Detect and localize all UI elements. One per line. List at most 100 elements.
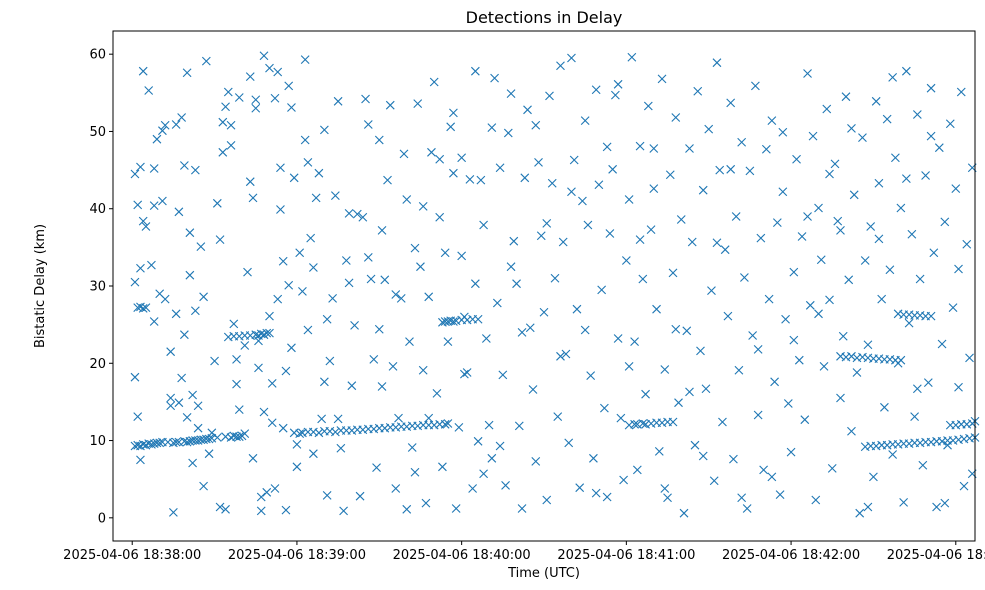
data-point xyxy=(613,334,623,343)
data-point xyxy=(174,207,184,217)
data-point xyxy=(712,238,722,248)
data-point xyxy=(495,441,505,451)
data-point xyxy=(292,440,302,449)
data-point xyxy=(413,99,423,109)
data-point xyxy=(674,398,683,408)
data-point xyxy=(243,267,252,277)
data-point xyxy=(852,368,862,377)
data-point xyxy=(783,399,793,408)
data-point xyxy=(314,428,324,438)
data-point xyxy=(309,449,318,459)
data-point xyxy=(693,86,703,96)
data-point xyxy=(136,263,145,273)
data-point xyxy=(866,222,876,231)
data-point xyxy=(838,331,848,341)
data-point xyxy=(498,370,508,380)
data-point xyxy=(215,502,225,512)
data-point xyxy=(734,365,744,375)
data-point xyxy=(355,491,365,501)
data-point xyxy=(319,125,329,135)
data-point xyxy=(646,225,656,234)
data-point xyxy=(226,120,236,130)
x-axis-ticks: 2025-04-06 18:38:00 2025-04-06 18:39:00 20… xyxy=(63,541,985,563)
chart-title: Detections in Delay xyxy=(466,8,623,27)
data-point xyxy=(871,96,881,106)
data-point xyxy=(910,412,919,421)
data-point xyxy=(199,481,208,491)
x-tick-label: 2025-04-06 18:39:00 xyxy=(228,548,366,563)
data-point xyxy=(660,365,670,374)
data-point xyxy=(454,423,464,432)
data-point xyxy=(171,437,181,447)
data-point xyxy=(333,96,343,106)
data-point xyxy=(682,326,692,336)
data-point xyxy=(385,100,395,110)
data-point xyxy=(863,340,873,350)
data-point xyxy=(926,311,936,321)
data-point xyxy=(808,131,818,141)
data-point xyxy=(803,212,812,221)
data-point xyxy=(704,124,714,134)
data-point xyxy=(169,508,178,517)
data-point xyxy=(696,346,705,356)
data-point xyxy=(660,484,670,493)
data-point xyxy=(396,293,406,303)
data-point xyxy=(166,393,176,403)
data-point xyxy=(737,493,747,503)
y-tick-label: 50 xyxy=(89,125,106,140)
data-point xyxy=(825,169,834,179)
data-point xyxy=(147,440,156,449)
y-tick-label: 40 xyxy=(89,202,106,217)
data-point xyxy=(276,163,285,173)
data-point xyxy=(918,460,928,470)
data-point xyxy=(309,263,318,272)
data-point xyxy=(336,443,346,453)
data-point xyxy=(300,135,310,145)
data-point xyxy=(391,484,401,493)
data-point xyxy=(847,123,856,133)
data-point xyxy=(248,453,258,463)
data-point xyxy=(188,458,198,468)
data-point xyxy=(904,318,914,328)
data-point xyxy=(616,413,626,423)
data-point xyxy=(254,363,263,373)
data-point xyxy=(940,217,950,227)
data-point xyxy=(193,401,203,411)
data-point xyxy=(621,256,631,265)
data-point xyxy=(685,387,694,397)
data-point xyxy=(874,178,884,188)
data-point xyxy=(394,413,403,423)
data-point xyxy=(786,447,796,457)
data-point xyxy=(424,413,434,423)
data-point xyxy=(506,89,516,98)
data-point xyxy=(495,163,505,173)
data-point xyxy=(383,175,392,185)
y-tick-label: 10 xyxy=(89,434,106,449)
data-point xyxy=(440,248,450,258)
data-point xyxy=(201,56,211,66)
data-point xyxy=(245,72,255,81)
data-point xyxy=(487,453,497,463)
data-point xyxy=(885,265,895,275)
data-point xyxy=(210,356,219,366)
data-point xyxy=(890,153,900,163)
data-point xyxy=(943,440,952,450)
data-point xyxy=(726,164,736,174)
data-point xyxy=(144,86,154,95)
data-point xyxy=(847,426,856,436)
data-point xyxy=(503,128,513,138)
data-point xyxy=(465,174,475,184)
data-point xyxy=(273,67,283,77)
data-point xyxy=(531,120,541,130)
y-tick-label: 20 xyxy=(89,357,106,372)
data-point xyxy=(668,268,678,278)
data-point xyxy=(402,195,412,204)
data-point xyxy=(775,490,785,500)
data-point xyxy=(531,457,541,466)
data-point xyxy=(256,492,266,502)
data-point xyxy=(487,123,497,132)
data-point xyxy=(149,201,159,211)
data-point xyxy=(267,418,277,428)
data-point xyxy=(284,280,294,290)
data-point xyxy=(185,270,195,280)
